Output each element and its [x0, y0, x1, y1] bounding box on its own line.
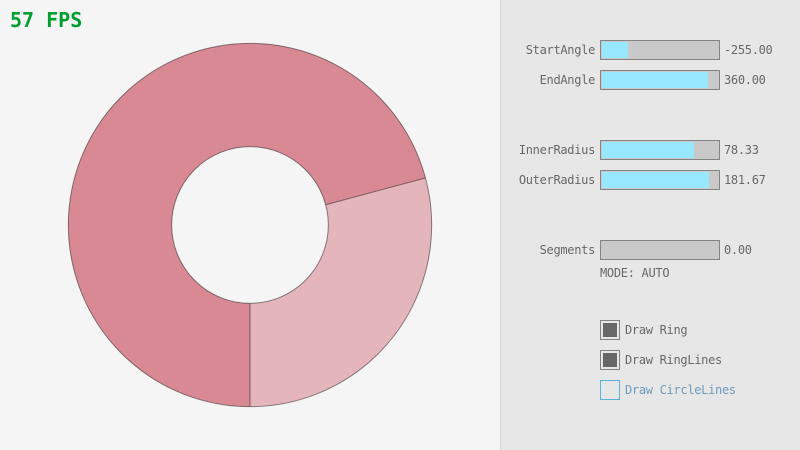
segments-slider[interactable] [600, 240, 720, 260]
inner-radius-slider-fill [602, 142, 694, 158]
checkbox-check-mark [603, 353, 617, 367]
start-angle-value: -255.00 [724, 43, 773, 57]
ring-canvas [67, 42, 433, 408]
draw-ring-label: Draw Ring [625, 323, 688, 337]
end-angle-slider[interactable] [600, 70, 720, 90]
inner-radius-label: InnerRadius [518, 143, 595, 157]
draw-ringlines-label: Draw RingLines [625, 353, 722, 367]
mode-text: MODE: AUTO [600, 266, 670, 280]
slider-row-end-angle: EndAngle 360.00 [0, 70, 800, 90]
outer-radius-value: 181.67 [724, 173, 766, 187]
slider-row-outer-radius: OuterRadius 181.67 [0, 170, 800, 190]
start-angle-label: StartAngle [525, 43, 596, 57]
inner-radius-slider[interactable] [600, 140, 720, 160]
start-angle-slider[interactable] [600, 40, 720, 60]
draw-ringlines-checkbox[interactable] [600, 350, 620, 370]
segments-value: 0.00 [724, 243, 752, 257]
end-angle-slider-fill [602, 72, 708, 88]
outer-radius-slider-fill [602, 172, 709, 188]
ring-radial-line [325, 177, 426, 206]
checkbox-row-draw-ring: Draw Ring [0, 320, 800, 340]
ring-sector-double-drawn [68, 43, 426, 407]
slider-row-start-angle: StartAngle -255.00 [0, 40, 800, 60]
ring-sector-single-drawn [250, 177, 432, 407]
segments-label: Segments [539, 243, 596, 257]
slider-row-inner-radius: InnerRadius 78.33 [0, 140, 800, 160]
end-angle-label: EndAngle [539, 73, 596, 87]
inner-radius-value: 78.33 [724, 143, 759, 157]
outer-radius-slider[interactable] [600, 170, 720, 190]
checkbox-row-draw-ringlines: Draw RingLines [0, 350, 800, 370]
ring-outer-outline [67, 42, 433, 408]
checkbox-check-mark [603, 323, 617, 337]
slider-row-segments: Segments 0.00 [0, 240, 800, 260]
end-angle-value: 360.00 [724, 73, 766, 87]
ring-inner-outline [171, 146, 329, 304]
draw-circlelines-checkbox[interactable] [600, 380, 620, 400]
checkbox-row-draw-circlelines: Draw CircleLines [0, 380, 800, 400]
start-angle-slider-fill [602, 42, 628, 58]
fps-counter: 57 FPS [10, 8, 83, 32]
draw-circlelines-label: Draw CircleLines [625, 383, 736, 397]
draw-ring-checkbox[interactable] [600, 320, 620, 340]
outer-radius-label: OuterRadius [518, 173, 595, 187]
